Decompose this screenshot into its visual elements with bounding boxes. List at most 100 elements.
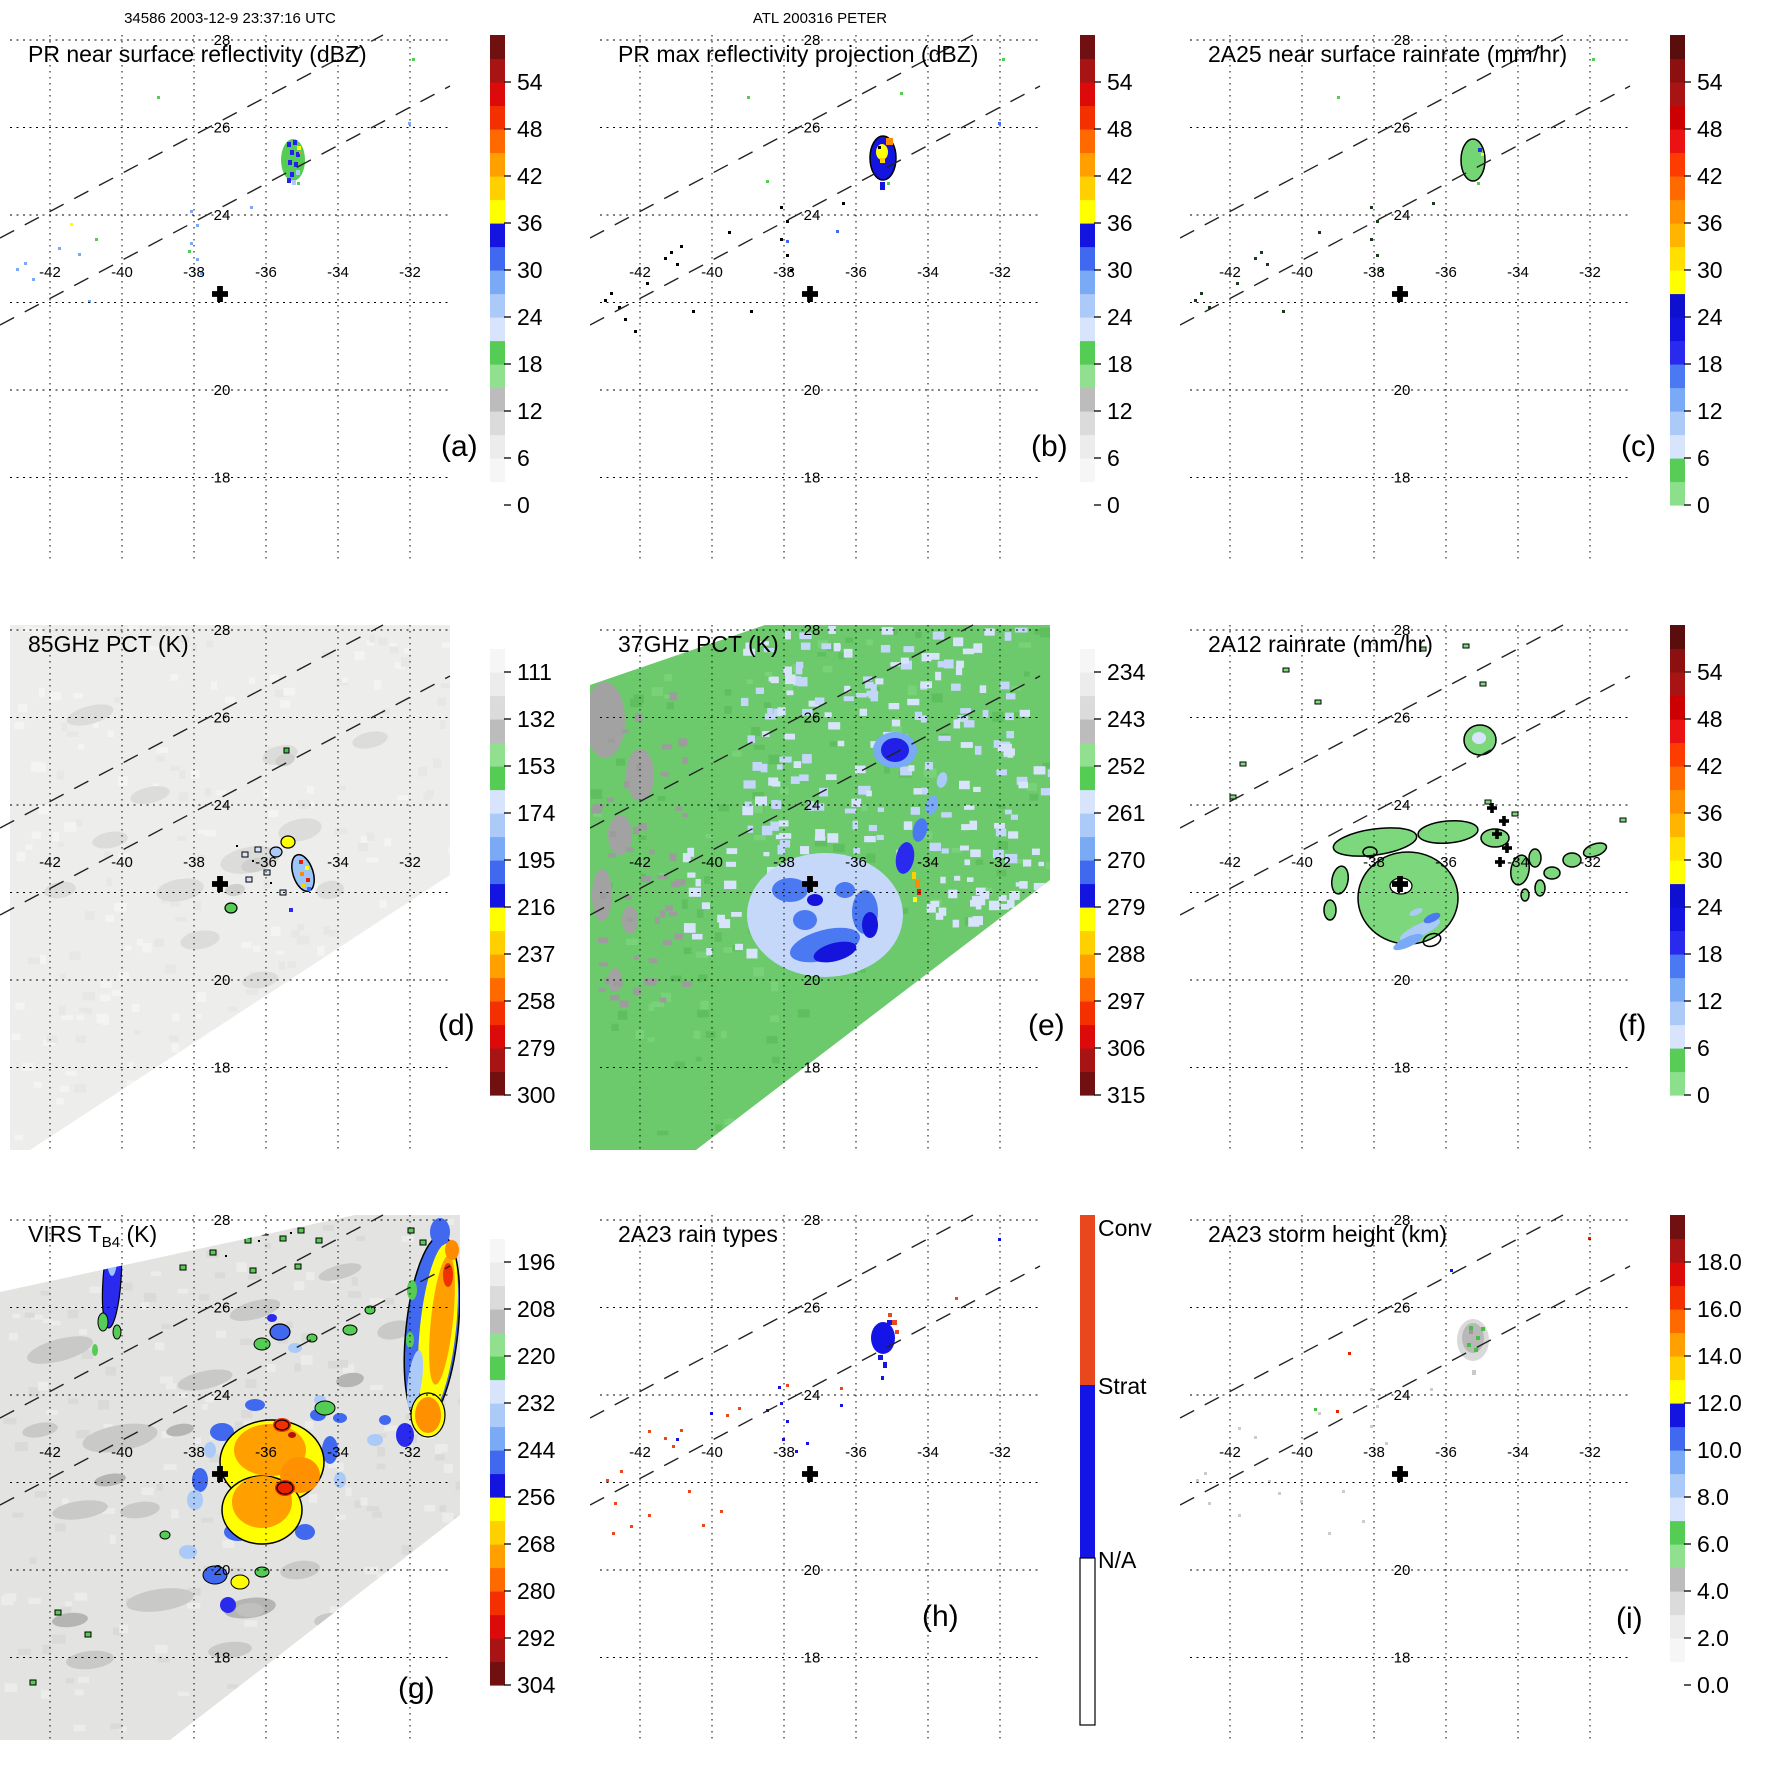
colorbar-tick-label: 0 [1697,1082,1710,1108]
colorbar-tick-label: 8.0 [1697,1484,1729,1510]
colorbar-tick-label: 24 [1107,304,1133,330]
colorbar-tick-label: 42 [517,163,543,189]
panel-map-2a23-rain-types: 28 26 24 20 18 -42 -40 -38 -36 -34 -32 Conv Strat N/A… [589,1212,1152,1740]
colorbar-tick-label: 306 [1107,1035,1145,1061]
colorbar-tick-label: 174 [517,800,556,826]
storm-center-cross [1392,1466,1408,1482]
svg-text:-32: -32 [1579,854,1601,871]
svg-text:-40: -40 [111,854,133,871]
data-layer [1194,58,1595,313]
panel-map-85ghz-pct: 28 26 24 20 18 -42 -40 -38 -36 -34 -32 111 132 153 174… [0,622,556,1150]
svg-text:26: 26 [804,120,821,137]
colorbar: 196 208 220 232 244 256 268 280 292 304 [490,1215,556,1698]
colorbar-tick-label: 14.0 [1697,1343,1742,1369]
svg-text:26: 26 [804,710,821,727]
data-layer [16,58,415,303]
colorbar-tick-label: 18 [1697,351,1723,377]
svg-text:28: 28 [1394,32,1411,49]
colorbar-tick-label: 36 [1697,800,1723,826]
svg-text:26: 26 [1394,1300,1411,1317]
colorbar-tick-label: 54 [1697,69,1723,95]
panel-pr-near-surface-reflectivity: 28 26 24 20 18 -42 -40 -38 -36 -34 -32 54 48 42 36 30 24… [0,0,590,591]
svg-text:20: 20 [214,972,231,989]
colorbar-tick-label: 261 [1107,800,1145,826]
svg-text:18: 18 [1394,1650,1411,1667]
storm-center-cross [212,286,228,302]
colorbar-tick-label: 48 [1107,116,1133,142]
map-graticule [589,624,1041,1150]
svg-text:-34: -34 [327,264,349,281]
svg-text:-34: -34 [327,854,349,871]
svg-text:28: 28 [214,622,231,639]
colorbar-tick-label: 30 [517,257,543,283]
map-grid-labels: 28 26 24 20 18 -42 -40 -38 -36 -34 -32 [39,32,421,487]
panel-title: 37GHz PCT (K) [618,631,779,657]
colorbar-tick-label: 244 [517,1437,556,1463]
svg-text:20: 20 [804,1562,821,1579]
storm-center-cross [802,876,818,892]
panel-map-2a25-near-surface-rainrate: 28 26 24 20 18 -42 -40 -38 -36 -34 -32 54 48 42 36 30 24… [1179,32,1723,560]
storm-center-cross [1392,876,1408,892]
colorbar-tick-label: 12 [1697,398,1723,424]
storm-center-cross [1495,857,1505,867]
panel-2a25-near-surface-rainrate: 28 26 24 20 18 -42 -40 -38 -36 -34 -32 54 48 42 36 30 24… [1179,0,1770,591]
colorbar-tick-label: 208 [517,1296,555,1322]
svg-text:-40: -40 [111,1444,133,1461]
svg-text:20: 20 [1394,1562,1411,1579]
swath-data-layer [1,1218,460,1738]
colorbar-tick-label: 48 [517,116,543,142]
colorbar-tick-label: 132 [517,706,555,732]
panel-letter: (d) [438,1009,475,1042]
colorbar: 54 48 42 36 30 24 18 12 6 0 [490,35,543,518]
colorbar: 18.0 16.0 14.0 12.0 10.0 8.0 6.0 4.0 2.0 0.0 [1670,1215,1742,1698]
colorbar-tick-label: 288 [1107,941,1145,967]
svg-text:26: 26 [1394,120,1411,137]
colorbar-tick-label: 6.0 [1697,1531,1729,1557]
map-graticule [589,34,1041,560]
panel-title: VIRS TB4 (K) [28,1221,157,1251]
svg-text:-38: -38 [1363,1444,1385,1461]
colorbar-class-na [1079,1557,1096,1726]
svg-text:-36: -36 [1435,854,1457,871]
colorbar-tick-label: 111 [517,659,552,685]
svg-text:24: 24 [804,207,821,224]
map-grid-labels: 28 26 24 20 18 -42 -40 -38 -36 -34 -32 [39,622,421,1077]
colorbar: 54 48 42 36 30 24 18 12 6 0 [1080,35,1133,518]
svg-text:20: 20 [804,972,821,989]
colorbar-tick-label: 18 [1107,351,1133,377]
storm-id-header: ATL 200316 PETER [752,10,888,27]
colorbar-tick-label: 270 [1107,847,1145,873]
orbit-timestamp-header: 34586 2003-12-9 23:37:16 UTC [124,10,336,27]
svg-text:-36: -36 [845,264,867,281]
map-grid-labels: 28 26 24 20 18 -42 -40 -38 -36 -34 -32 [629,622,1011,1077]
colorbar-tick-label: 48 [1697,116,1723,142]
svg-text:-32: -32 [989,854,1011,871]
colorbar-tick-label: 279 [517,1035,555,1061]
map-graticule [1179,624,1631,1150]
colorbar-tick-label: 292 [517,1625,555,1651]
svg-text:24: 24 [1394,207,1411,224]
colorbar-tick-label: 24 [1697,894,1723,920]
panel-map-2a23-storm-height: 28 26 24 20 18 -42 -40 -38 -36 -34 -32 18.0 16.0 14.0… [1179,1212,1742,1740]
colorbar-tick-label: 24 [1697,304,1723,330]
colorbar-tick-label: 10.0 [1697,1437,1742,1463]
colorbar-tick-label: 2.0 [1697,1625,1729,1651]
svg-text:28: 28 [214,32,231,49]
map-grid-labels: 28 26 24 20 18 -42 -40 -38 -36 -34 -32 [1219,622,1601,1077]
panel-letter: (h) [922,1600,959,1633]
svg-text:-36: -36 [845,1444,867,1461]
svg-text:-42: -42 [629,854,651,871]
colorbar-tick-label: 232 [517,1390,555,1416]
svg-text:-34: -34 [917,854,939,871]
panel-letter: (a) [441,430,478,463]
svg-text:28: 28 [214,1212,231,1229]
colorbar-tick-label: 268 [517,1531,555,1557]
panel-85ghz-pct: 28 26 24 20 18 -42 -40 -38 -36 -34 -32 111 132 153 174… [0,590,590,1181]
colorbar: 54 48 42 36 30 24 18 12 6 0 [1670,35,1723,518]
svg-text:-32: -32 [989,1444,1011,1461]
svg-text:24: 24 [1394,1387,1411,1404]
colorbar-tick-label: 48 [1697,706,1723,732]
svg-text:-34: -34 [1507,264,1529,281]
map-graticule [0,34,451,560]
